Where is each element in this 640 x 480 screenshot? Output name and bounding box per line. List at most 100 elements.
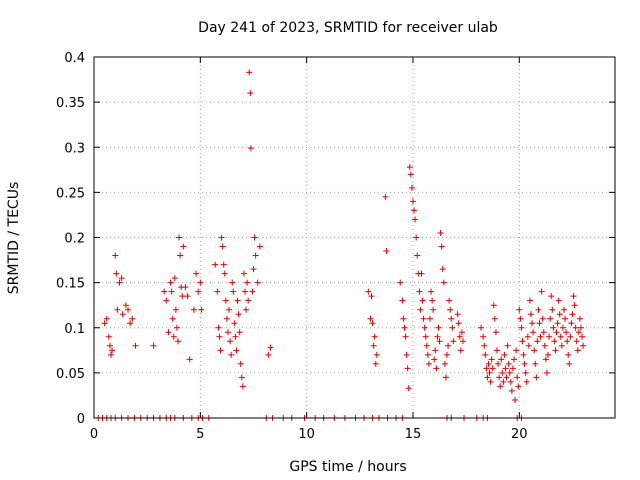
data-point [557, 333, 564, 340]
data-point [502, 365, 509, 372]
data-point [150, 342, 157, 349]
data-point [114, 306, 121, 313]
data-point [433, 365, 440, 372]
data-point [532, 360, 539, 367]
data-point [217, 347, 224, 354]
y-tick-label: 0.15 [56, 277, 85, 292]
data-point [496, 374, 503, 381]
data-point [243, 306, 250, 313]
data-point [576, 315, 583, 322]
data-point [518, 324, 525, 331]
data-point [365, 288, 372, 295]
data-point [169, 315, 176, 322]
data-point [552, 347, 559, 354]
data-point [493, 347, 500, 354]
data-point [489, 365, 496, 372]
data-point [416, 288, 423, 295]
data-point [101, 320, 108, 327]
data-point [399, 297, 406, 304]
data-point [579, 333, 586, 340]
data-point [430, 306, 437, 313]
data-point [483, 365, 490, 372]
data-point [539, 315, 546, 322]
data-point [438, 243, 445, 250]
data-point [530, 329, 537, 336]
data-point [555, 297, 562, 304]
data-point [504, 342, 511, 349]
data-point [247, 145, 254, 152]
data-point [444, 351, 451, 358]
data-point [510, 356, 517, 363]
plot-frame [93, 56, 616, 419]
data-point [230, 288, 237, 295]
data-point [542, 356, 549, 363]
y-tick-label: 0 [77, 412, 85, 427]
data-point [267, 344, 274, 351]
data-point [116, 279, 123, 286]
y-tick-label: 0.3 [64, 141, 85, 156]
data-point [171, 275, 178, 282]
data-point [186, 356, 193, 363]
data-point [418, 270, 425, 277]
data-point [406, 164, 413, 171]
data-point [249, 288, 256, 295]
data-point [105, 333, 112, 340]
data-point [182, 284, 189, 291]
data-point [235, 311, 242, 318]
data-point [556, 311, 563, 318]
data-point [250, 266, 257, 273]
data-point [488, 356, 495, 363]
data-point [419, 297, 426, 304]
data-point [525, 342, 532, 349]
data-point [491, 315, 498, 322]
data-point [219, 243, 226, 250]
data-point [417, 306, 424, 313]
data-point [172, 306, 179, 313]
data-point [421, 324, 428, 331]
data-point [240, 270, 247, 277]
data-point [251, 234, 258, 241]
data-point [531, 347, 538, 354]
data-point [215, 324, 222, 331]
data-point [558, 342, 565, 349]
data-point [231, 320, 238, 327]
data-point [459, 338, 466, 345]
data-point [490, 302, 497, 309]
data-point [368, 293, 375, 300]
x-tick-label: 10 [298, 427, 315, 442]
data-point [429, 297, 436, 304]
data-point [441, 360, 448, 367]
data-point [404, 365, 411, 372]
data-point [456, 333, 463, 340]
data-point [514, 374, 521, 381]
data-point [566, 360, 573, 367]
data-point [401, 324, 408, 331]
data-point [478, 324, 485, 331]
data-point [580, 342, 587, 349]
data-point [407, 171, 414, 178]
data-point [170, 333, 177, 340]
x-tick-label: 15 [405, 427, 422, 442]
data-point [224, 329, 231, 336]
data-point [449, 324, 456, 331]
data-point [383, 248, 390, 255]
data-point [446, 297, 453, 304]
data-point [423, 342, 430, 349]
data-point [229, 279, 236, 286]
data-point [234, 297, 241, 304]
data-point [435, 324, 442, 331]
data-point [560, 306, 567, 313]
data-point [513, 347, 520, 354]
data-point [515, 383, 522, 390]
data-point [241, 288, 248, 295]
data-point [487, 378, 494, 385]
x-tick-label: 5 [196, 427, 204, 442]
data-point [420, 315, 427, 322]
grid [94, 57, 615, 418]
data-point [190, 306, 197, 313]
data-point [425, 360, 432, 367]
data-point [440, 279, 447, 286]
data-point [574, 347, 581, 354]
data-point [198, 306, 205, 313]
